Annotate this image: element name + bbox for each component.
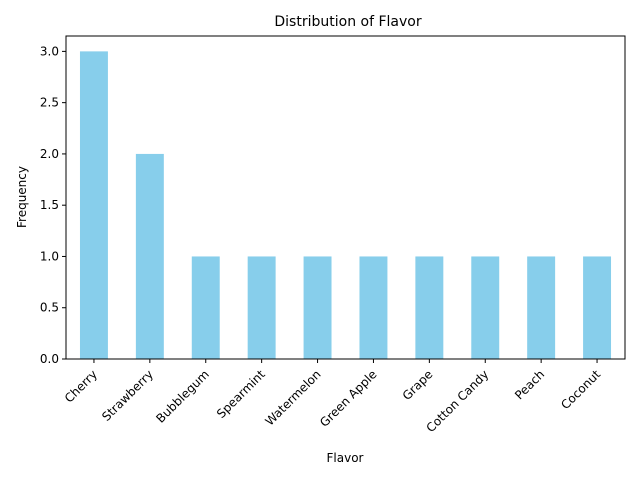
bar-strawberry bbox=[135, 153, 164, 359]
bar-cotton-candy bbox=[471, 256, 500, 359]
bar-spearmint bbox=[247, 256, 276, 359]
bar-watermelon bbox=[303, 256, 332, 359]
y-axis: 0.0 0.5 1.0 1.5 2.0 2.5 3.0 bbox=[40, 44, 66, 366]
y-tick-label: 2.5 bbox=[40, 96, 59, 110]
y-tick-label: 3.0 bbox=[40, 44, 59, 58]
bar-green-apple bbox=[359, 256, 388, 359]
x-tick-label: Bubblegum bbox=[153, 367, 211, 425]
bar-grape bbox=[415, 256, 444, 359]
bars-group bbox=[79, 51, 612, 359]
plot-frame bbox=[65, 35, 626, 360]
bar-peach bbox=[527, 256, 556, 359]
x-tick-label: Grape bbox=[400, 367, 436, 403]
x-tick-label: Cherry bbox=[62, 367, 100, 405]
x-tick-label: Green Apple bbox=[317, 367, 379, 429]
x-axis-label: Flavor bbox=[327, 451, 364, 465]
chart-title: Distribution of Flavor bbox=[274, 14, 421, 30]
y-tick-label: 0.5 bbox=[40, 301, 59, 315]
y-tick-label: 2.0 bbox=[40, 147, 59, 161]
y-tick-label: 1.0 bbox=[40, 249, 59, 263]
y-tick-label: 1.5 bbox=[40, 198, 59, 212]
x-tick-label: Strawberry bbox=[99, 367, 156, 424]
x-tick-label: Watermelon bbox=[262, 367, 323, 428]
y-axis-label: Frequency bbox=[15, 166, 29, 228]
bar-cherry bbox=[79, 51, 108, 359]
y-tick-label: 0.0 bbox=[40, 352, 59, 366]
x-tick-label: Spearmint bbox=[214, 367, 268, 421]
x-tick-label: Peach bbox=[512, 367, 547, 402]
bar-coconut bbox=[583, 256, 612, 359]
x-tick-label: Coconut bbox=[558, 367, 603, 412]
bar-bubblegum bbox=[191, 256, 220, 359]
